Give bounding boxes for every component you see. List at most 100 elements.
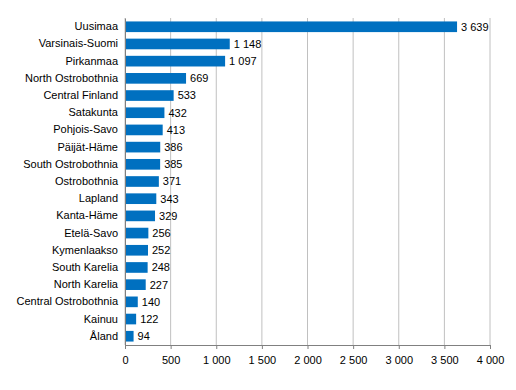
data-label: 413 [167, 124, 185, 136]
grid-line [216, 18, 217, 345]
category-label: South Karelia [52, 261, 119, 273]
tick-label: 500 [162, 354, 180, 366]
bar [125, 176, 159, 187]
data-labels: 3 6391 1481 0976695334324133863853713433… [138, 21, 489, 342]
grid-line [490, 18, 491, 345]
tick: Päijät-Häme [57, 141, 125, 153]
data-label: 122 [140, 313, 158, 325]
grid-line [444, 18, 445, 345]
axis-line [126, 346, 491, 350]
tick-label: 1 000 [203, 354, 231, 366]
tick-mark [444, 345, 445, 349]
data-label: 1 148 [234, 38, 262, 50]
data-label: 140 [142, 296, 160, 308]
bar [125, 314, 136, 325]
tick: 3 000 [385, 345, 413, 366]
tick: Pohjois-Savo [53, 123, 125, 135]
category-label: North Ostrobothnia [25, 72, 119, 84]
category-label: Päijät-Häme [57, 141, 118, 153]
axis-line [125, 19, 126, 346]
category-label: Kainuu [84, 313, 118, 325]
bar [125, 21, 457, 32]
tick-label: 3 500 [431, 354, 459, 366]
tick-mark [216, 345, 217, 349]
tick-label: 2 500 [340, 354, 368, 366]
tick-label: 1 500 [249, 354, 277, 366]
tick: Central Finland [43, 89, 125, 101]
bar [125, 142, 160, 153]
tick: 2 500 [340, 345, 368, 366]
chart: 0 500 1 000 1 500 2 000 2 500 3 000 3 500 4 000 U… [0, 0, 516, 390]
tick-mark [399, 345, 400, 349]
grid-line [398, 18, 399, 345]
tick: South Ostrobothnia [23, 158, 125, 170]
data-label: 371 [163, 175, 181, 187]
data-label: 386 [164, 141, 182, 153]
data-label: 252 [152, 244, 170, 256]
tick: South Karelia [52, 261, 125, 273]
tick-mark [490, 345, 491, 349]
bar [125, 193, 156, 204]
grid-line [125, 18, 126, 345]
data-label: 256 [152, 227, 170, 239]
tick: 1 000 [203, 345, 231, 366]
data-label: 3 639 [461, 21, 489, 33]
tick: 2 000 [294, 345, 322, 366]
category-label: Åland [90, 330, 118, 342]
tick-label: 0 [122, 354, 128, 366]
bar [125, 90, 174, 101]
tick: North Ostrobothnia [25, 72, 125, 84]
tick: North Karelia [54, 278, 125, 290]
data-label: 533 [178, 89, 196, 101]
bar [125, 56, 225, 67]
category-label: Etelä-Savo [64, 227, 118, 239]
tick-mark [171, 345, 172, 349]
plot: 0 500 1 000 1 500 2 000 2 500 3 000 3 500 4 000 U… [17, 18, 505, 366]
category-label: Uusimaa [75, 20, 119, 32]
bar [125, 107, 164, 118]
tick: Ostrobothnia [55, 175, 125, 187]
grid-line [353, 18, 354, 345]
category-label: Central Ostrobothnia [17, 295, 119, 307]
bar [125, 159, 160, 170]
category-label: Ostrobothnia [55, 175, 119, 187]
tick: Etelä-Savo [64, 227, 125, 239]
data-label: 385 [164, 158, 182, 170]
bar [125, 262, 148, 273]
category-label: Kanta-Häme [56, 209, 118, 221]
category-label: North Karelia [54, 278, 119, 290]
tick-mark [353, 345, 354, 349]
tick: Uusimaa [75, 20, 125, 32]
bar [125, 228, 148, 239]
tick-mark [308, 345, 309, 349]
category-label: Varsinais-Suomi [39, 37, 118, 49]
grid-line [307, 18, 308, 345]
tick: Kanta-Häme [56, 209, 125, 221]
tick: Pirkanmaa [65, 55, 125, 67]
x-axis: 0 500 1 000 1 500 2 000 2 500 3 000 3 500 4 000 [122, 345, 504, 366]
tick: 3 500 [431, 345, 459, 366]
data-label: 227 [150, 279, 168, 291]
tick: Central Ostrobothnia [17, 295, 126, 307]
data-label: 248 [152, 261, 170, 273]
data-label: 329 [159, 210, 177, 222]
tick: Kymenlaakso [52, 244, 125, 256]
tick: 500 [162, 345, 180, 366]
category-label: Kymenlaakso [52, 244, 118, 256]
data-label: 1 097 [229, 55, 257, 67]
tick-mark [262, 345, 263, 349]
grid [125, 18, 490, 345]
tick: 4 000 [477, 345, 505, 366]
tick: Lapland [79, 192, 125, 204]
data-label: 94 [138, 330, 150, 342]
tick-label: 4 000 [477, 354, 505, 366]
tick: 0 [122, 345, 128, 366]
data-label: 669 [190, 72, 208, 84]
grid-line [261, 18, 262, 345]
category-label: Pohjois-Savo [53, 123, 118, 135]
tick-label: 2 000 [294, 354, 322, 366]
data-label: 343 [160, 193, 178, 205]
tick: Varsinais-Suomi [39, 37, 125, 49]
bar [125, 279, 146, 290]
bar [125, 297, 138, 308]
